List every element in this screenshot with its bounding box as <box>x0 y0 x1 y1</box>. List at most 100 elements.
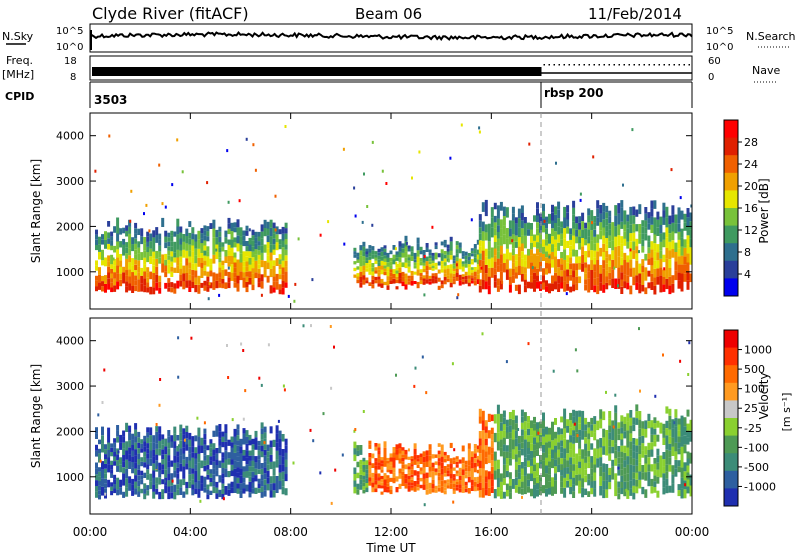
velocity-echo-cell <box>674 417 678 427</box>
power-echo-cell <box>623 274 627 282</box>
velocity-echo-cell <box>502 424 506 431</box>
velocity-echo-cell <box>650 486 654 494</box>
power-echo-cell <box>551 275 554 284</box>
power-echo-cell <box>536 228 539 236</box>
velocity-echo-cell <box>383 460 387 467</box>
velocity-echo-cell <box>230 436 234 443</box>
power-echo-cell <box>452 255 456 259</box>
velocity-echo-cell <box>563 487 567 498</box>
velocity-echo-speck <box>322 412 325 416</box>
velocity-echo-cell <box>128 461 132 469</box>
velocity-echo-cell <box>398 473 402 479</box>
power-echo-cell <box>560 227 564 234</box>
power-echo-cell <box>523 260 527 268</box>
velocity-echo-cell <box>374 473 378 477</box>
power-echo-cell <box>662 269 666 277</box>
velocity-echo-cell <box>404 474 408 479</box>
power-echo-cell <box>173 247 177 253</box>
velocity-echo-cell <box>464 474 468 479</box>
velocity-echo-cell <box>520 468 524 475</box>
power-echo-cell <box>689 238 693 248</box>
power-echo-cell <box>493 274 497 282</box>
power-echo-cell <box>239 244 243 254</box>
velocity-echo-cell <box>386 460 390 464</box>
velocity-echo-cell <box>137 437 141 443</box>
velocity-echo-cell <box>221 457 225 463</box>
power-echo-cell <box>404 251 408 258</box>
power-echo-cell <box>511 255 515 263</box>
power-echo-cell <box>428 267 432 270</box>
power-echo-cell <box>563 228 567 239</box>
velocity-echo-cell <box>560 416 564 423</box>
power-echo-cell <box>128 219 132 227</box>
velocity-echo-cell <box>206 460 210 465</box>
velocity-echo-cell <box>548 427 551 435</box>
power-echo-cell <box>578 216 582 223</box>
velocity-echo-cell <box>620 421 624 428</box>
power-echo-cell <box>212 228 216 238</box>
velocity-echo-cell <box>584 462 588 470</box>
power-echo-cell <box>623 267 627 275</box>
power-echo-cell <box>656 244 660 253</box>
power-echo-speck <box>670 168 673 172</box>
power-echo-cell <box>206 251 210 257</box>
power-echo-cell <box>245 251 249 257</box>
velocity-echo-cell <box>584 443 588 450</box>
power-echo-cell <box>593 229 597 237</box>
power-echo-cell <box>467 282 471 287</box>
velocity-echo-cell <box>481 459 485 469</box>
power-echo-cell <box>656 252 660 261</box>
velocity-echo-cell <box>514 423 518 431</box>
power-echo-cell <box>404 284 408 290</box>
velocity-echo-cell <box>563 408 567 419</box>
velocity-echo-cell <box>401 454 405 458</box>
power-echo-cell <box>182 234 186 242</box>
power-echo-cell <box>386 252 390 258</box>
velocity-colorbar-swatch <box>724 347 738 366</box>
power-echo-cell <box>514 217 518 224</box>
power-echo-cell <box>251 235 255 241</box>
velocity-echo-cell <box>611 459 615 467</box>
velocity-echo-cell <box>416 477 420 481</box>
power-echo-cell <box>584 273 588 280</box>
velocity-echo-cell <box>167 467 171 474</box>
velocity-echo-cell <box>473 448 477 454</box>
velocity-echo-cell <box>179 440 183 449</box>
velocity-echo-cell <box>176 462 180 468</box>
power-echo-cell <box>203 225 207 231</box>
power-echo-cell <box>557 226 561 235</box>
power-echo-cell <box>511 220 515 228</box>
power-echo-cell <box>368 259 372 264</box>
power-echo-cell <box>116 217 120 226</box>
power-echo-cell <box>242 256 246 262</box>
power-echo-cell <box>398 262 402 268</box>
velocity-echo-cell <box>191 463 195 469</box>
velocity-echo-cell <box>374 443 378 447</box>
power-echo-cell <box>365 268 369 272</box>
velocity-echo-cell <box>536 489 539 497</box>
power-echo-cell <box>251 262 255 269</box>
velocity-echo-cell <box>683 444 687 454</box>
power-echo-cell <box>563 259 567 271</box>
velocity-echo-cell <box>164 469 168 478</box>
velocity-echo-cell <box>587 456 591 463</box>
velocity-echo-cell <box>641 465 645 473</box>
power-echo-cell <box>452 268 456 272</box>
velocity-echo-cell <box>505 483 509 490</box>
power-echo-cell <box>446 251 450 255</box>
power-colorbar-tick-label: 16 <box>744 202 758 215</box>
velocity-echo-cell <box>368 444 372 449</box>
power-echo-cell <box>110 264 114 269</box>
velocity-echo-cell <box>563 448 567 459</box>
velocity-echo-cell <box>608 475 612 483</box>
power-echo-cell <box>251 251 255 258</box>
velocity-echo-cell <box>608 411 612 419</box>
velocity-echo-cell <box>392 457 396 463</box>
velocity-echo-cell <box>593 448 597 457</box>
power-echo-cell <box>233 267 237 273</box>
power-echo-cell <box>143 264 147 272</box>
velocity-echo-cell <box>182 478 186 486</box>
velocity-echo-cell <box>596 439 600 449</box>
nave-dot <box>573 64 575 66</box>
velocity-echo-cell <box>686 486 690 494</box>
